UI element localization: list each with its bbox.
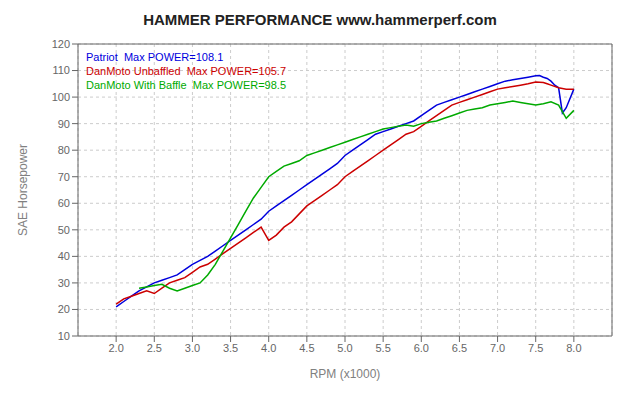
svg-text:10: 10	[58, 330, 70, 342]
svg-text:7.0: 7.0	[490, 342, 505, 354]
svg-text:6.5: 6.5	[452, 342, 467, 354]
svg-text:5.5: 5.5	[375, 342, 390, 354]
html-text:HAMMER PERFORMANCE www.hammerp: HAMMER PERFORMANCE www.hammerperf.com	[143, 11, 497, 28]
svg-text:70: 70	[58, 171, 70, 183]
svg-text:2.5: 2.5	[147, 342, 162, 354]
svg-text:40: 40	[58, 250, 70, 262]
svg-text:90: 90	[58, 118, 70, 130]
svg-text:50: 50	[58, 224, 70, 236]
svg-text:120: 120	[52, 38, 70, 50]
svg-text:4.0: 4.0	[261, 342, 276, 354]
svg-text:6.0: 6.0	[414, 342, 429, 354]
html-text:DanMoto Unbaffled Max POWER=10: DanMoto Unbaffled Max POWER=105.7	[86, 65, 286, 77]
svg-text:30: 30	[58, 277, 70, 289]
svg-text:RPM (x1000): RPM (x1000)	[310, 367, 381, 381]
svg-text:4.5: 4.5	[299, 342, 314, 354]
svg-text:2.0: 2.0	[108, 342, 123, 354]
svg-text:110: 110	[52, 64, 70, 76]
html-text:Patriot Max POWER=108.1: Patriot Max POWER=108.1	[86, 51, 224, 63]
svg-text:80: 80	[58, 144, 70, 156]
svg-text:5.0: 5.0	[337, 342, 352, 354]
svg-text:3.5: 3.5	[223, 342, 238, 354]
svg-text:100: 100	[52, 91, 70, 103]
svg-text:3.0: 3.0	[185, 342, 200, 354]
svg-text:7.5: 7.5	[528, 342, 543, 354]
svg-text:60: 60	[58, 197, 70, 209]
svg-text:20: 20	[58, 303, 70, 315]
svg-text:8.0: 8.0	[566, 342, 581, 354]
html-text:DanMoto With Baffle Max POWER=: DanMoto With Baffle Max POWER=98.5	[86, 79, 286, 91]
svg-text:SAE Horsepower: SAE Horsepower	[16, 144, 30, 236]
